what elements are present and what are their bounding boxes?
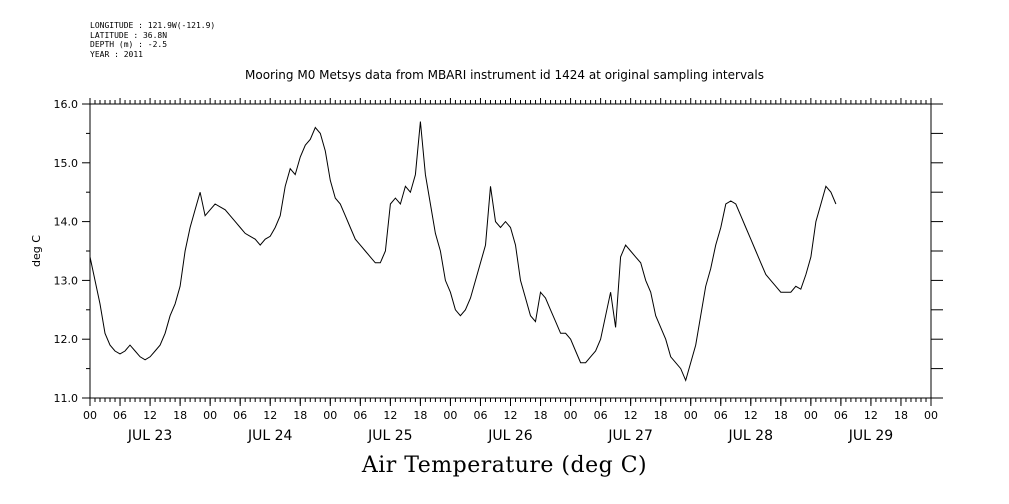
x-tick-label: 06 (353, 409, 367, 422)
day-label: JUL 25 (367, 428, 412, 444)
x-tick-label: 06 (233, 409, 247, 422)
x-tick-label: 00 (684, 409, 698, 422)
day-label: JUL 27 (607, 428, 652, 444)
x-tick-label: 06 (594, 409, 608, 422)
x-tick-label: 00 (924, 409, 938, 422)
x-tick-label: 18 (293, 409, 307, 422)
y-tick-label: 11.0 (54, 392, 79, 405)
chart-xlabel: Air Temperature (deg C) (361, 453, 648, 478)
x-tick-label: 06 (113, 409, 127, 422)
x-tick-label: 00 (323, 409, 337, 422)
x-tick-label: 06 (473, 409, 487, 422)
x-tick-label: 06 (714, 409, 728, 422)
x-tick-label: 12 (624, 409, 638, 422)
location-metadata: LONGITUDE : 121.9W(-121.9) LATITUDE : 36… (90, 21, 215, 59)
day-label: JUL 28 (728, 428, 773, 444)
x-tick-label: 00 (203, 409, 217, 422)
latitude-label: LATITUDE : 36.8N (90, 30, 168, 40)
y-tick-label: 12.0 (54, 333, 79, 346)
day-label: JUL 26 (487, 428, 533, 444)
longitude-label: LONGITUDE : 121.9W(-121.9) (90, 21, 216, 30)
x-tick-label: 12 (744, 409, 758, 422)
year-label: YEAR : 2011 (90, 49, 143, 59)
x-tick-label: 00 (83, 409, 97, 422)
chart-title: Mooring M0 Metsys data from MBARI instru… (245, 68, 764, 82)
x-tick-label: 18 (894, 409, 908, 422)
x-tick-label: 00 (804, 409, 818, 422)
x-tick-label: 00 (564, 409, 578, 422)
y-tick-label: 16.0 (54, 98, 79, 111)
y-tick-label: 13.0 (54, 274, 79, 287)
y-tick-label: 14.0 (54, 216, 79, 229)
x-tick-label: 12 (383, 409, 397, 422)
day-label: JUL 29 (848, 428, 893, 444)
x-tick-label: 06 (834, 409, 848, 422)
day-label: JUL 23 (127, 428, 172, 444)
y-tick-label: 15.0 (54, 157, 79, 170)
x-tick-label: 12 (263, 409, 277, 422)
depth-label: DEPTH (m) : -2.5 (90, 40, 168, 49)
x-tick-label: 12 (504, 409, 518, 422)
plot-frame (89, 103, 932, 399)
day-label: JUL 24 (247, 428, 293, 444)
x-tick-label: 18 (413, 409, 427, 422)
x-tick-label: 18 (774, 409, 788, 422)
x-tick-label: 00 (443, 409, 457, 422)
x-tick-label: 12 (864, 409, 878, 422)
x-tick-label: 18 (534, 409, 548, 422)
x-tick-label: 12 (143, 409, 157, 422)
air-temperature-line (89, 121, 837, 382)
x-tick-label: 18 (654, 409, 668, 422)
x-tick-label: 18 (173, 409, 187, 422)
y-axis-label: deg C (30, 235, 43, 267)
